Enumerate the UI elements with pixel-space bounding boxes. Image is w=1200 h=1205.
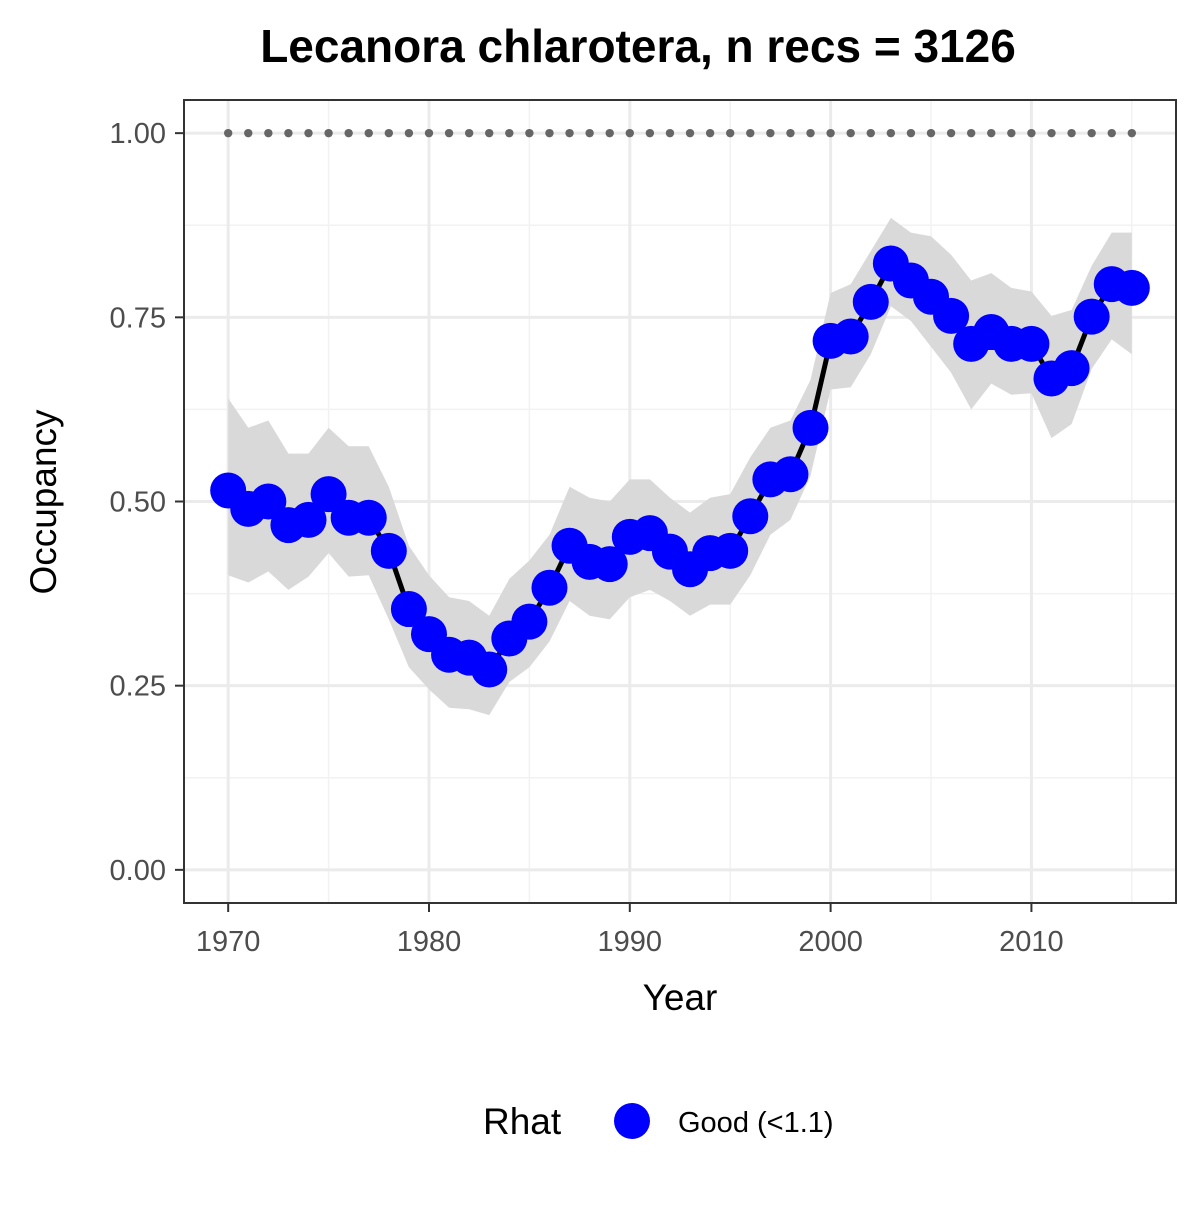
reference-dot: [926, 128, 936, 138]
reference-dot: [946, 128, 956, 138]
data-point: [852, 283, 889, 320]
data-point: [1113, 269, 1150, 306]
data-point: [1013, 325, 1050, 362]
reference-dot: [605, 128, 614, 138]
reference-dot: [505, 128, 514, 138]
y-tick-label: 1.00: [110, 118, 166, 150]
y-tick-label: 0.50: [110, 487, 166, 519]
reference-dot: [786, 128, 795, 138]
data-point: [1053, 350, 1090, 387]
reference-dot: [545, 128, 554, 138]
x-tick-label: 2010: [999, 926, 1064, 958]
data-point: [712, 532, 749, 569]
reference-dot: [404, 128, 414, 138]
data-point: [732, 498, 769, 535]
data-point: [933, 297, 970, 334]
reference-dot: [1107, 128, 1116, 138]
legend: Rhat Good (<1.1): [483, 1101, 834, 1142]
x-tick-label: 1980: [397, 926, 462, 958]
legend-title: Rhat: [483, 1101, 562, 1142]
reference-dot: [987, 128, 996, 138]
reference-dot: [585, 128, 594, 138]
legend-label-good: Good (<1.1): [678, 1107, 834, 1139]
y-tick-label: 0.25: [110, 671, 166, 703]
data-point: [531, 569, 568, 606]
reference-dot: [705, 128, 715, 138]
reference-dot: [324, 128, 333, 138]
reference-dot: [364, 128, 373, 138]
reference-dot: [565, 128, 574, 138]
data-point: [310, 476, 347, 513]
reference-dot: [886, 128, 896, 138]
data-point: [1073, 298, 1110, 335]
reference-dot: [746, 128, 755, 138]
reference-dot: [906, 128, 916, 138]
x-tick-label: 1990: [598, 926, 663, 958]
data-point: [591, 546, 628, 583]
reference-dot: [726, 128, 735, 138]
axis-layer: 1970 1980 1990 2000 2010 0.00 0.25 0.50 0.75 1.00: [110, 118, 1064, 958]
reference-dot: [1007, 128, 1016, 138]
reference-dot: [284, 128, 293, 138]
reference-line-layer: [223, 128, 1137, 138]
reference-dot: [1027, 128, 1036, 138]
reference-dot: [424, 128, 434, 138]
data-point: [290, 501, 327, 538]
reference-dot: [344, 128, 353, 138]
reference-dot: [264, 128, 273, 138]
data-point-layer: [210, 245, 1150, 688]
data-point: [471, 651, 508, 688]
reference-dot: [846, 128, 855, 138]
reference-dot: [304, 128, 313, 138]
reference-dot: [866, 128, 875, 138]
legend-swatch-good: [614, 1103, 650, 1139]
reference-dot: [625, 128, 634, 138]
data-point: [390, 591, 427, 628]
x-axis-title: Year: [643, 977, 718, 1018]
reference-dot: [464, 128, 474, 138]
data-point: [350, 499, 387, 536]
reference-dot: [645, 128, 655, 138]
data-point: [511, 603, 548, 640]
reference-dot: [223, 128, 233, 138]
x-tick-label: 2000: [798, 926, 863, 958]
reference-dot: [485, 128, 494, 138]
reference-dot: [1087, 128, 1096, 138]
reference-dot: [1127, 128, 1137, 138]
reference-dot: [244, 128, 253, 138]
reference-dot: [525, 128, 534, 138]
y-tick-label: 0.75: [110, 302, 166, 334]
reference-dot: [766, 128, 775, 138]
reference-dot: [384, 128, 394, 138]
reference-dot: [444, 128, 454, 138]
reference-dot: [806, 128, 815, 138]
data-point: [832, 318, 869, 355]
data-point: [250, 483, 287, 520]
reference-dot: [685, 128, 695, 138]
reference-dot: [826, 128, 835, 138]
chart-title: Lecanora chlarotera, n recs = 3126: [260, 20, 1016, 72]
reference-dot: [665, 128, 675, 138]
reference-dot: [966, 128, 976, 138]
data-point: [370, 532, 407, 569]
reference-dot: [1067, 128, 1076, 138]
x-tick-label: 1970: [196, 926, 261, 958]
y-axis-title: Occupancy: [23, 409, 64, 595]
reference-dot: [1047, 128, 1056, 138]
y-tick-label: 0.00: [110, 855, 166, 887]
data-point: [792, 409, 829, 446]
data-point: [772, 456, 809, 493]
